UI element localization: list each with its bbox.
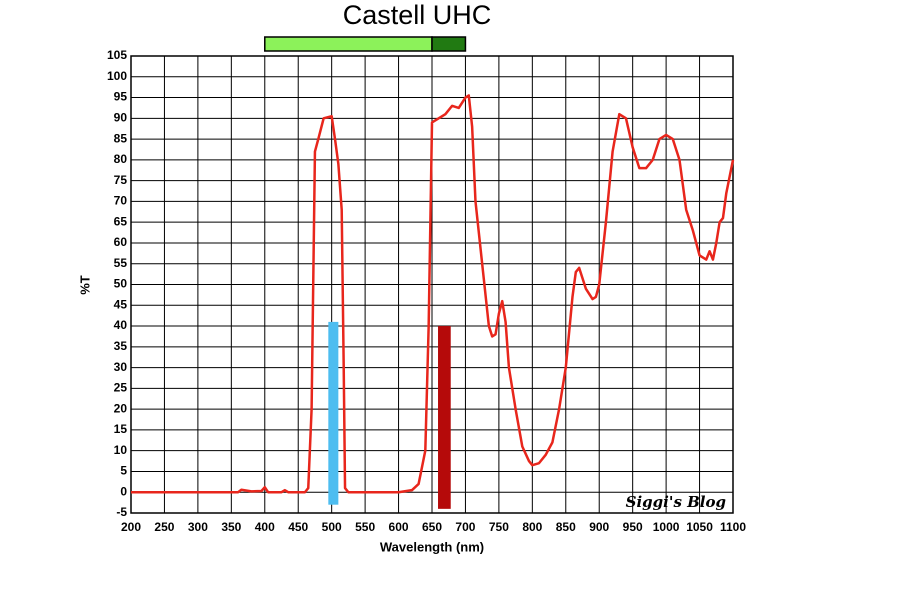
y-tick-label: -5 <box>116 505 127 519</box>
x-tick-label: 700 <box>455 520 475 534</box>
watermark: Siggi's Blog <box>626 493 726 511</box>
y-tick-label: 15 <box>114 422 128 436</box>
y-tick-label: 70 <box>114 194 128 208</box>
x-tick-label: 600 <box>389 520 409 534</box>
y-tick-label: 90 <box>114 110 128 124</box>
highlight-band <box>438 326 451 509</box>
y-tick-label: 85 <box>114 131 128 145</box>
y-tick-label: 45 <box>114 297 128 311</box>
y-tick-label: 100 <box>107 69 127 83</box>
data-line <box>131 94 735 494</box>
x-tick-label: 200 <box>121 520 141 534</box>
y-tick-label: 20 <box>114 401 128 415</box>
x-tick-label: 850 <box>556 520 576 534</box>
x-tick-label: 500 <box>322 520 342 534</box>
y-tick-label: 10 <box>114 443 128 457</box>
x-tick-label: 900 <box>589 520 609 534</box>
chart-title: Castell UHC <box>343 0 492 30</box>
y-tick-label: 105 <box>107 48 127 62</box>
plot-border <box>130 55 734 514</box>
y-tick-label: 30 <box>114 360 128 374</box>
range-bar <box>431 36 467 52</box>
x-tick-label: 450 <box>288 520 308 534</box>
y-axis-label: %T <box>77 275 92 295</box>
y-tick-label: 60 <box>114 235 128 249</box>
x-axis-label: Wavelength (nm) <box>380 539 484 554</box>
x-tick-label: 650 <box>422 520 442 534</box>
x-tick-label: 1000 <box>653 520 680 534</box>
x-tick-label: 400 <box>255 520 275 534</box>
highlight-band <box>328 321 339 505</box>
y-tick-label: 0 <box>120 484 127 498</box>
x-tick-label: 300 <box>188 520 208 534</box>
x-tick-label: 550 <box>355 520 375 534</box>
y-tick-label: 80 <box>114 152 128 166</box>
range-bar <box>264 36 433 52</box>
x-tick-label: 250 <box>154 520 174 534</box>
x-tick-label: 800 <box>522 520 542 534</box>
y-tick-label: 65 <box>114 214 128 228</box>
y-tick-label: 75 <box>114 173 128 187</box>
plot: -5 0 5 10 15 20 25 30 35 40 45 50 55 60 65 70 75 80 85 90 95… <box>107 36 746 534</box>
x-tick-label: 950 <box>623 520 643 534</box>
x-tick-label: 1050 <box>686 520 713 534</box>
x-tick-label: 750 <box>489 520 509 534</box>
y-tick-label: 55 <box>114 256 128 270</box>
y-tick-label: 40 <box>114 318 128 332</box>
x-tick-label: 1100 <box>720 520 746 534</box>
y-tick-label: 35 <box>114 339 128 353</box>
y-tick-label: 50 <box>114 277 128 291</box>
x-tick-label: 350 <box>221 520 241 534</box>
y-tick-label: 25 <box>114 381 128 395</box>
y-tick-label: 95 <box>114 90 128 104</box>
y-tick-label: 5 <box>120 464 127 478</box>
